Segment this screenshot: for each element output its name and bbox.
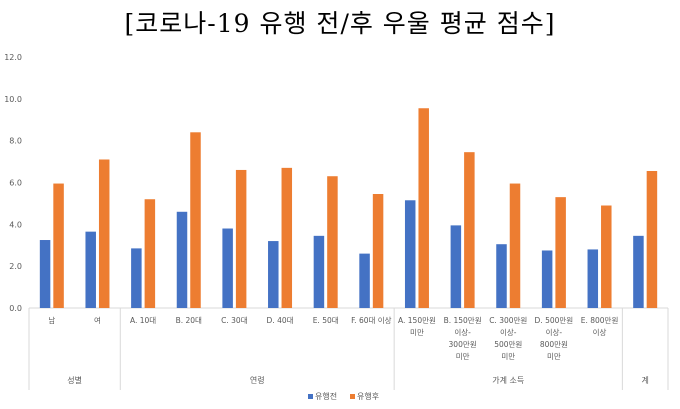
- bar-before: [450, 225, 462, 308]
- category-label: 이상: [593, 327, 607, 337]
- category-label: E. 50대: [313, 316, 339, 325]
- category-label: 300만원: [449, 340, 477, 349]
- bar-before: [313, 235, 325, 308]
- y-tick-label: 10.0: [4, 95, 22, 104]
- category-label: 이상-: [454, 327, 471, 337]
- bar-before: [633, 235, 644, 308]
- bar-before: [496, 244, 507, 308]
- y-tick-label: 12.0: [4, 53, 22, 62]
- category-label: 남: [48, 316, 55, 325]
- category-label: 미만: [456, 352, 470, 361]
- group-label: 연령: [250, 376, 265, 385]
- bar-after: [327, 176, 338, 308]
- bar-after: [372, 194, 384, 308]
- bar-before: [222, 228, 233, 308]
- group-label: 성별: [67, 375, 82, 385]
- bar-before: [85, 231, 96, 308]
- category-label: 800만원: [540, 340, 568, 349]
- category-label: F. 60대 이상: [351, 315, 392, 325]
- category-label: 이상-: [500, 327, 517, 337]
- bar-after: [190, 132, 201, 308]
- bar-before: [39, 240, 51, 308]
- category-label: B. 150만원: [444, 316, 482, 325]
- group-label: 가계 소득: [492, 375, 524, 385]
- bar-after: [98, 159, 110, 308]
- legend-swatch: [350, 394, 355, 399]
- category-label: E. 800만원: [581, 316, 619, 325]
- bar-after: [555, 197, 566, 308]
- bar-before: [404, 200, 416, 308]
- bar-after: [281, 167, 293, 308]
- bar-after: [601, 205, 612, 308]
- category-label: A. 150만원: [398, 316, 436, 325]
- category-label: D. 500만원: [535, 316, 574, 325]
- legend-label: 유행전: [315, 391, 337, 401]
- bar-after: [144, 199, 156, 308]
- category-label: 500만원: [494, 340, 522, 349]
- bar-before: [541, 250, 553, 308]
- category-label: C. 30대: [221, 316, 248, 325]
- category-label: C. 300만원: [489, 316, 527, 325]
- category-label: 미만: [501, 352, 515, 361]
- y-tick-label: 6.0: [9, 179, 22, 188]
- bar-before: [131, 248, 142, 308]
- y-tick-label: 2.0: [9, 262, 22, 271]
- y-tick-label: 8.0: [9, 137, 22, 146]
- category-label: 이상-: [546, 327, 563, 337]
- bar-before: [268, 241, 279, 308]
- bar-before: [359, 253, 370, 308]
- bar-after: [235, 169, 247, 308]
- category-label: 미만: [410, 328, 424, 337]
- bar-after: [646, 170, 658, 308]
- bar-before: [587, 249, 599, 308]
- category-label: 여: [94, 315, 101, 325]
- group-label: 계: [641, 375, 648, 385]
- bar-after: [53, 183, 64, 308]
- category-label: 미만: [547, 352, 561, 361]
- category-label: A. 10대: [130, 316, 156, 325]
- bar-before: [176, 211, 188, 308]
- legend-label: 유행후: [357, 391, 379, 401]
- y-tick-label: 0.0: [9, 304, 22, 313]
- y-tick-label: 4.0: [9, 220, 22, 229]
- bar-after: [509, 183, 521, 308]
- chart-title: [코로나-19 유행 전/후 우울 평균 점수]: [124, 9, 556, 38]
- legend-swatch: [308, 394, 313, 399]
- category-label: B. 20대: [176, 316, 202, 325]
- category-label: D. 40대: [267, 316, 294, 325]
- bar-after: [464, 152, 475, 308]
- bar-after: [418, 108, 429, 308]
